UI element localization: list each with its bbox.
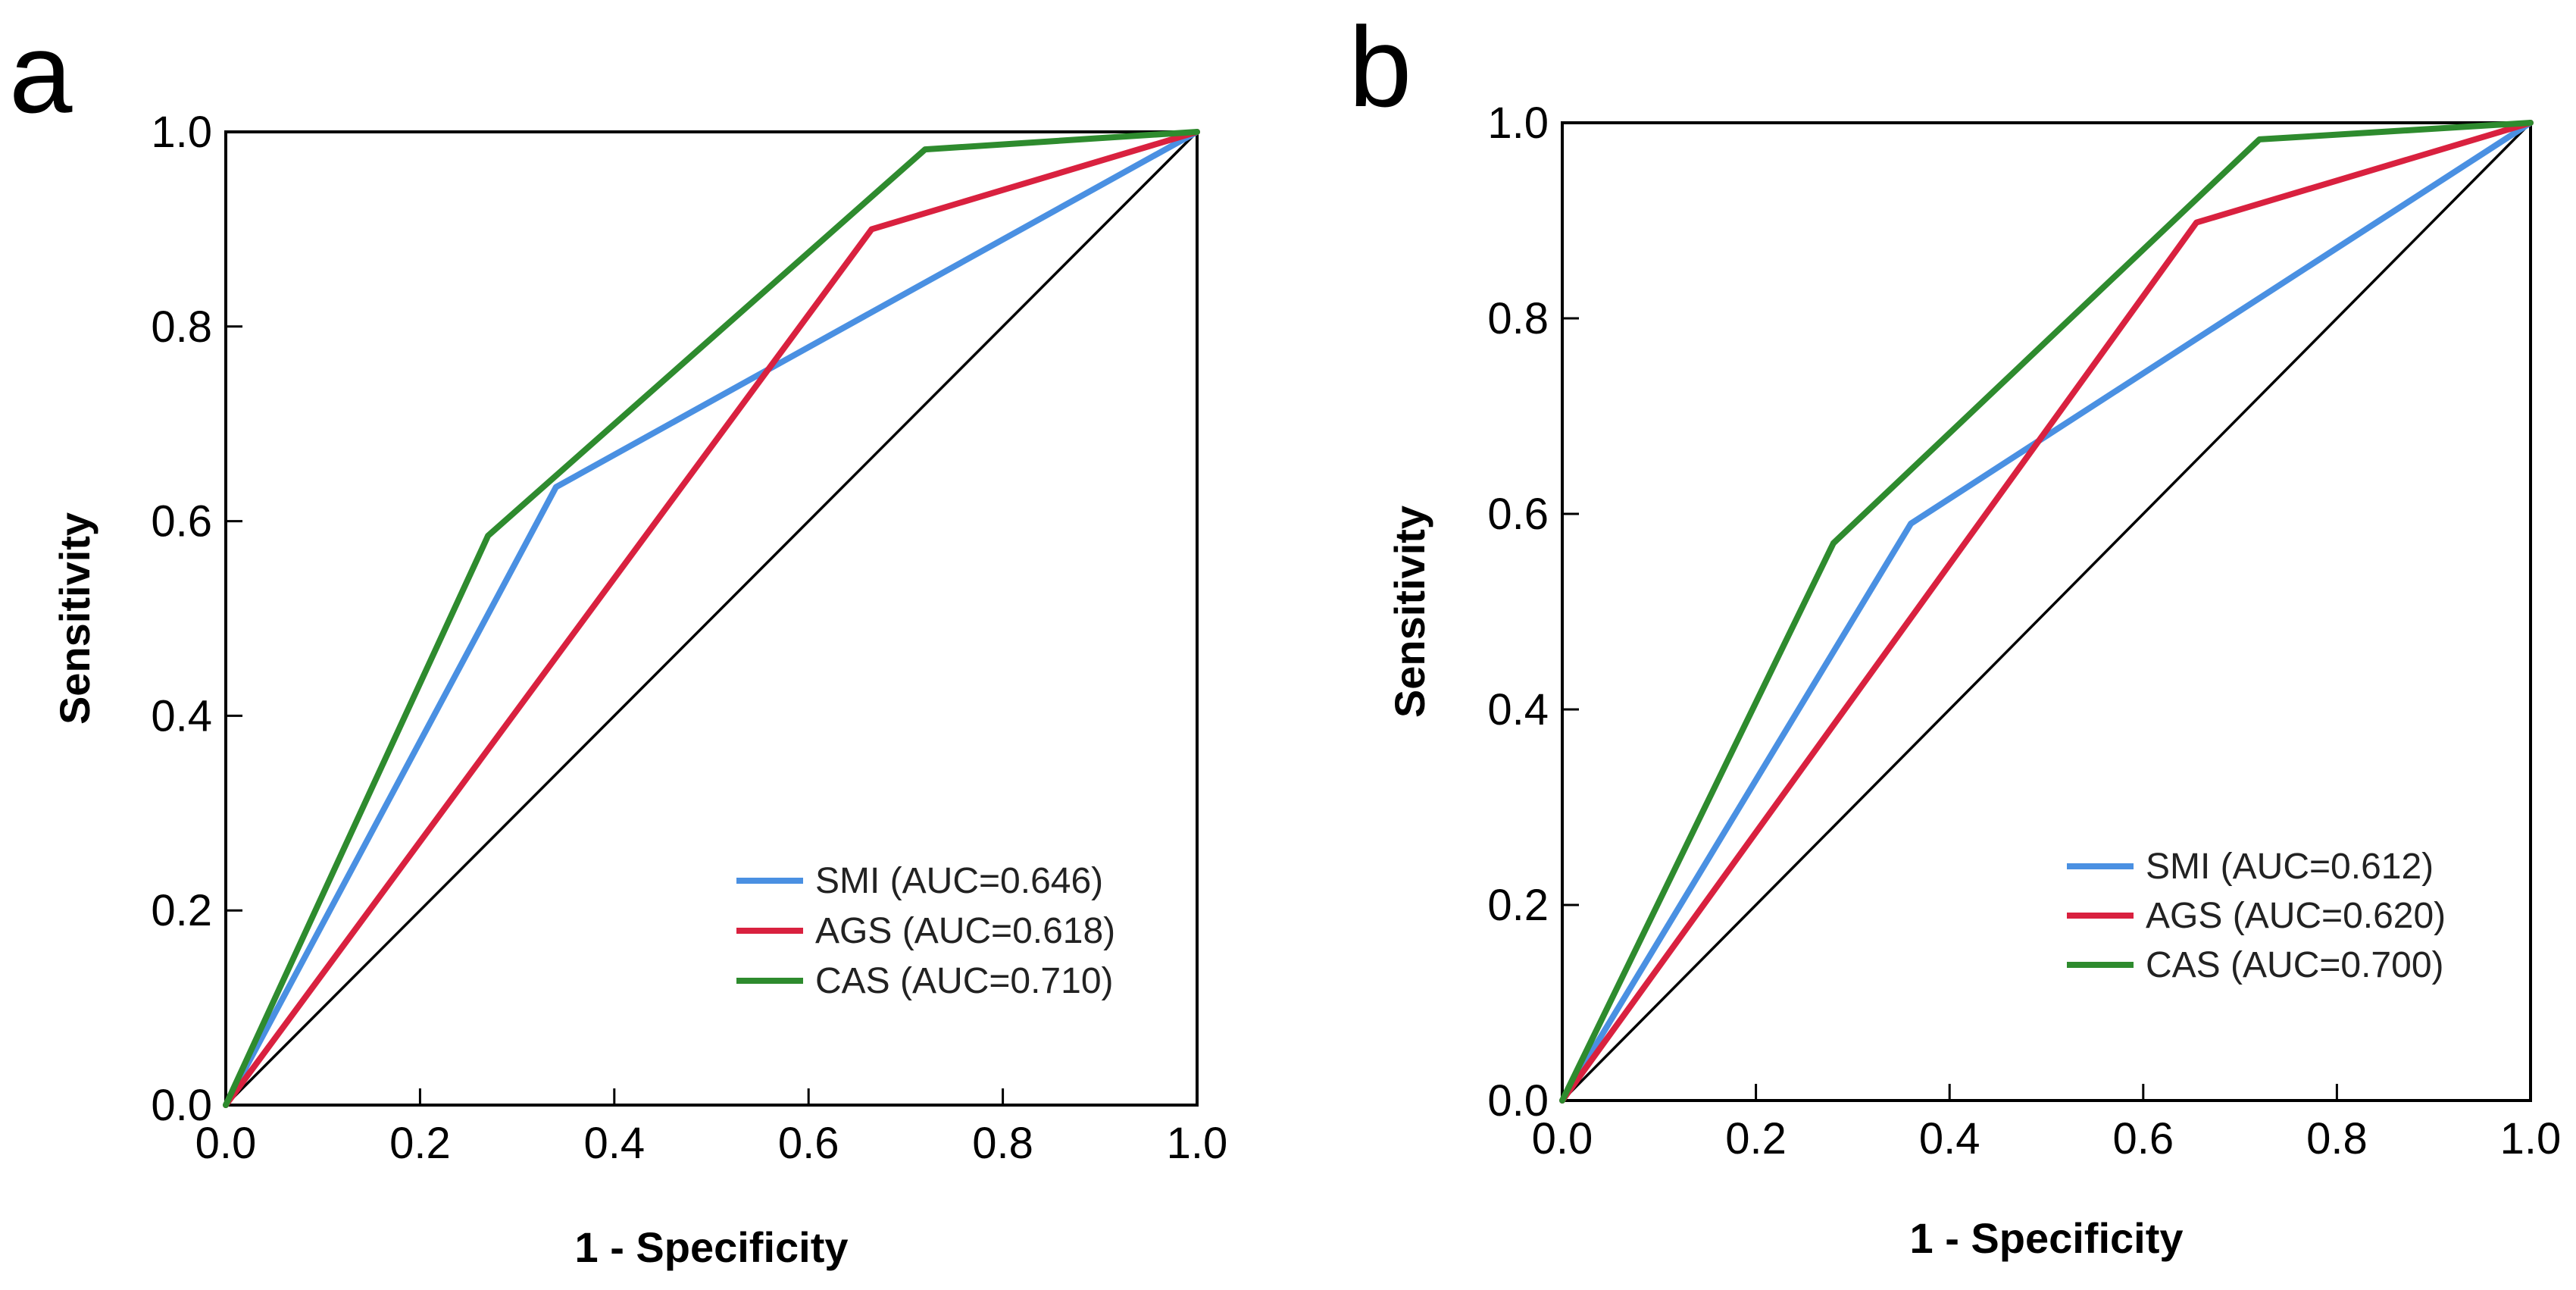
panel-label: b — [1349, 3, 1411, 130]
legend-label-cas: CAS (AUC=0.700) — [2146, 945, 2444, 985]
y-tick-label: 0.4 — [151, 691, 212, 740]
y-axis-title: Sensitivity — [51, 512, 98, 725]
chart-panel-b: b 0.0 0.2 0.4 0.6 0.8 1.0 0.0 0.2 0.4 0.6 0.8 1.0 1 -… — [1349, 3, 2561, 1262]
y-tick-label: 0.8 — [151, 302, 212, 352]
x-tick-label: 0.0 — [1532, 1114, 1593, 1163]
plot-frame — [1561, 121, 2532, 1102]
legend-label-ags: AGS (AUC=0.620) — [2146, 896, 2446, 936]
y-tick-label: 0.8 — [1487, 294, 1549, 343]
x-tick-label: 0.2 — [1725, 1114, 1787, 1163]
roc-line-cas — [1559, 120, 2534, 1104]
x-tick-label: 0.8 — [972, 1119, 1033, 1168]
y-axis-title: Sensitivity — [1386, 506, 1433, 718]
x-tick-label: 0.8 — [2306, 1114, 2368, 1163]
legend-label-ags: AGS (AUC=0.618) — [815, 911, 1115, 951]
x-tick-label: 0.4 — [583, 1119, 645, 1168]
x-tick-label: 0.2 — [389, 1119, 451, 1168]
legend-label-smi: SMI (AUC=0.646) — [815, 861, 1103, 901]
y-tick-label: 0.6 — [151, 497, 212, 546]
legend-label-cas: CAS (AUC=0.710) — [815, 961, 1114, 1001]
y-tick-label: 0.0 — [1487, 1076, 1549, 1126]
x-tick-label: 0.6 — [2112, 1114, 2174, 1163]
y-tick-label: 1.0 — [151, 108, 212, 157]
x-tick-label: 0.6 — [778, 1119, 839, 1168]
y-tick-label: 1.0 — [1487, 99, 1549, 148]
x-tick-label: 0.0 — [195, 1119, 257, 1168]
roc-line-cas — [223, 129, 1200, 1108]
x-tick-label: 1.0 — [2500, 1114, 2562, 1163]
x-axis-title: 1 - Specificity — [1909, 1214, 2183, 1262]
legend-label-smi: SMI (AUC=0.612) — [2146, 847, 2434, 887]
y-tick-label: 0.2 — [1487, 881, 1549, 930]
x-tick-label: 1.0 — [1167, 1119, 1228, 1168]
roc-line-ags — [1559, 120, 2534, 1104]
y-tick-label: 0.2 — [151, 886, 212, 935]
y-tick-label: 0.0 — [151, 1081, 212, 1130]
reference-diagonal — [224, 130, 1199, 1107]
reference-diagonal — [1561, 121, 2532, 1102]
roc-line-smi — [223, 129, 1200, 1108]
panel-label: a — [9, 9, 73, 136]
roc-line-smi — [1559, 120, 2534, 1104]
x-tick-label: 0.4 — [1919, 1114, 1980, 1163]
y-tick-label: 0.6 — [1487, 490, 1549, 539]
x-axis-title: 1 - Specificity — [574, 1223, 848, 1271]
y-tick-label: 0.4 — [1487, 685, 1549, 734]
roc-line-ags — [223, 129, 1200, 1108]
plot-frame — [224, 130, 1199, 1107]
chart-panel-a: a 0.0 0.2 0.4 0.6 0.8 1.0 0.0 0.2 0.4 0.6 0.8 1.0 1 -… — [9, 9, 1227, 1271]
